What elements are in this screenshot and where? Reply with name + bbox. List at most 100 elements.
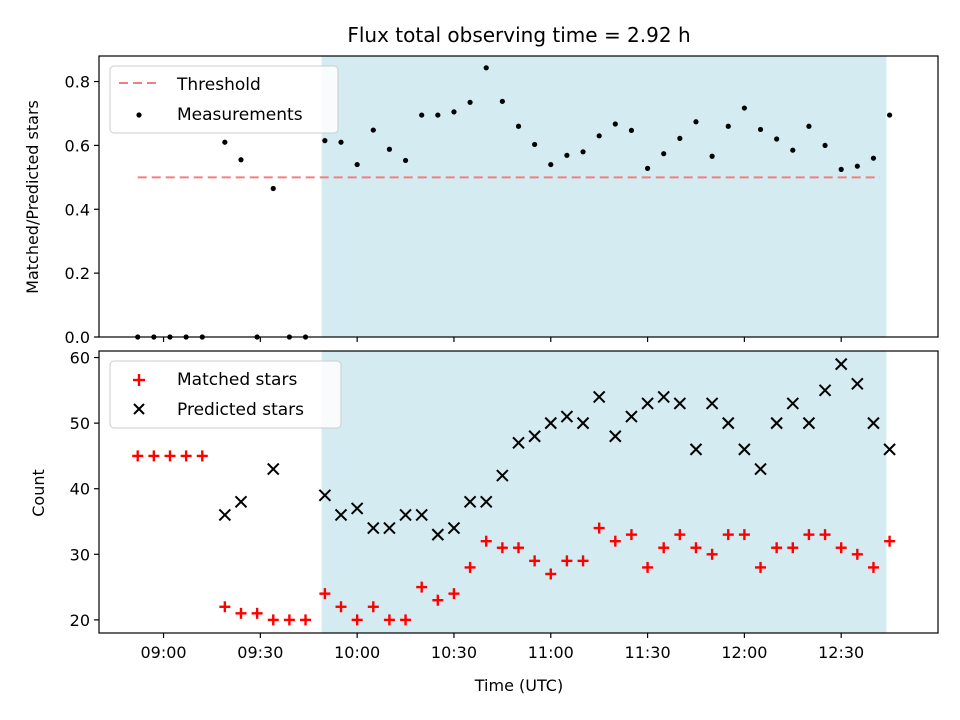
measurement-point <box>548 161 554 168</box>
bottom-x-ticks: 09:00 09:30 10:00 10:30 11:00 11:30 12:00 12:30 <box>140 633 864 662</box>
top-legend-box <box>109 65 339 134</box>
matched-star-point <box>251 607 263 619</box>
measurement-point <box>419 112 425 118</box>
matched-star-point <box>884 535 896 547</box>
matched-star-point <box>771 542 783 554</box>
matched-star-point <box>180 450 192 462</box>
matched-star-point <box>432 594 444 606</box>
measurement-point <box>774 136 780 142</box>
predicted-star-point <box>770 416 783 430</box>
predicted-stars-points <box>218 357 896 541</box>
measurement-point <box>822 142 828 149</box>
matched-star-point <box>642 561 654 573</box>
top-y-tick-label: 0.8 <box>65 73 90 92</box>
predicted-star-point <box>673 397 687 410</box>
measurement-point <box>790 147 796 153</box>
matched-star-point <box>513 542 524 554</box>
matched-star-point <box>351 614 363 626</box>
predicted-star-point <box>576 416 590 430</box>
measurement-point <box>612 121 618 127</box>
bottom-y-tick-label: 30 <box>70 545 90 564</box>
matched-star-point <box>464 561 476 573</box>
predicted-star-point <box>367 521 380 535</box>
predicted-star-point <box>641 397 654 410</box>
predicted-star-point <box>705 397 719 410</box>
bottom-y-tick-label: 50 <box>70 414 90 433</box>
matched-star-point <box>867 561 879 573</box>
x-tick-label: 12:30 <box>818 643 864 662</box>
measurement-point <box>838 166 844 172</box>
matched-star-point <box>132 450 144 462</box>
predicted-star-point <box>267 462 280 476</box>
predicted-star-point <box>657 390 670 404</box>
predicted-star-point <box>754 462 767 476</box>
matched-star-point <box>267 614 279 626</box>
predicted-star-point <box>834 357 848 371</box>
matched-star-point <box>835 542 847 554</box>
measurement-point <box>564 152 570 158</box>
predicted-star-point <box>463 495 477 509</box>
bottom-y-ticks: 20 30 40 50 60 <box>70 349 99 630</box>
measurement-point <box>499 98 505 104</box>
predicted-star-point <box>234 495 248 509</box>
measurement-point <box>580 149 586 155</box>
measurement-point <box>757 126 764 133</box>
x-tick-label: 10:00 <box>334 643 380 662</box>
predicted-star-point <box>689 443 703 456</box>
matched-star-point <box>609 535 621 547</box>
predicted-star-point <box>722 416 735 430</box>
predicted-star-point <box>802 416 816 430</box>
x-tick-label: 11:30 <box>625 643 671 662</box>
measurement-point <box>370 127 376 133</box>
measurement-point <box>222 139 228 145</box>
top-y-axis-label: Matched/Predicted stars <box>23 100 42 294</box>
matched-star-point <box>738 529 750 541</box>
matched-star-point <box>319 588 331 600</box>
predicted-star-point <box>528 430 541 443</box>
matched-star-point <box>400 614 412 626</box>
matched-star-point <box>196 450 208 462</box>
matched-star-point <box>755 561 767 573</box>
x-axis-label: Time (UTC) <box>474 676 563 695</box>
x-tick-label: 11:00 <box>528 643 574 662</box>
matched-star-point <box>593 522 605 534</box>
predicted-star-point <box>560 410 574 423</box>
predicted-star-point <box>350 502 364 515</box>
matched-star-point <box>803 529 815 541</box>
bottom-y-tick-label: 60 <box>70 349 90 368</box>
measurement-point <box>238 157 244 163</box>
measurement-point <box>322 138 328 144</box>
predicted-star-point <box>431 528 445 541</box>
bottom-legend-box <box>109 360 342 429</box>
matched-star-point <box>300 614 312 626</box>
x-tick-label: 09:00 <box>140 643 186 662</box>
measurement-point <box>661 151 667 157</box>
predicted-star-point <box>738 443 751 456</box>
matched-stars-points <box>132 450 896 626</box>
predicted-star-point <box>318 489 332 502</box>
predicted-star-point <box>447 521 461 535</box>
chart-title: Flux total observing time = 2.92 h <box>347 23 690 47</box>
legend-predicted-label: Predicted stars <box>177 400 304 420</box>
matched-star-point <box>674 529 686 541</box>
measurement-point <box>741 105 747 111</box>
matched-star-point <box>335 601 347 613</box>
matched-star-point <box>561 555 573 567</box>
measurement-point <box>338 139 344 145</box>
top-y-tick-label: 0.2 <box>65 264 90 283</box>
measurement-point <box>515 123 522 129</box>
measurement-point <box>709 153 715 159</box>
top-observing-window-shade <box>321 56 887 337</box>
predicted-star-point <box>334 508 348 522</box>
predicted-star-point <box>883 443 896 456</box>
measurement-point <box>402 157 409 164</box>
matched-star-point <box>529 555 541 567</box>
bottom-y-axis-label: Count <box>29 469 48 517</box>
predicted-star-point <box>592 390 606 404</box>
top-panel: 0.00.20.40.60.8 Matched/Predicted stars … <box>23 55 939 347</box>
bottom-y-tick-label: 20 <box>70 611 90 630</box>
predicted-star-point <box>609 430 622 443</box>
legend-matched-label: Matched stars <box>177 370 297 390</box>
bottom-legend: Matched stars Predicted stars <box>109 360 342 429</box>
matched-star-point <box>787 542 799 554</box>
